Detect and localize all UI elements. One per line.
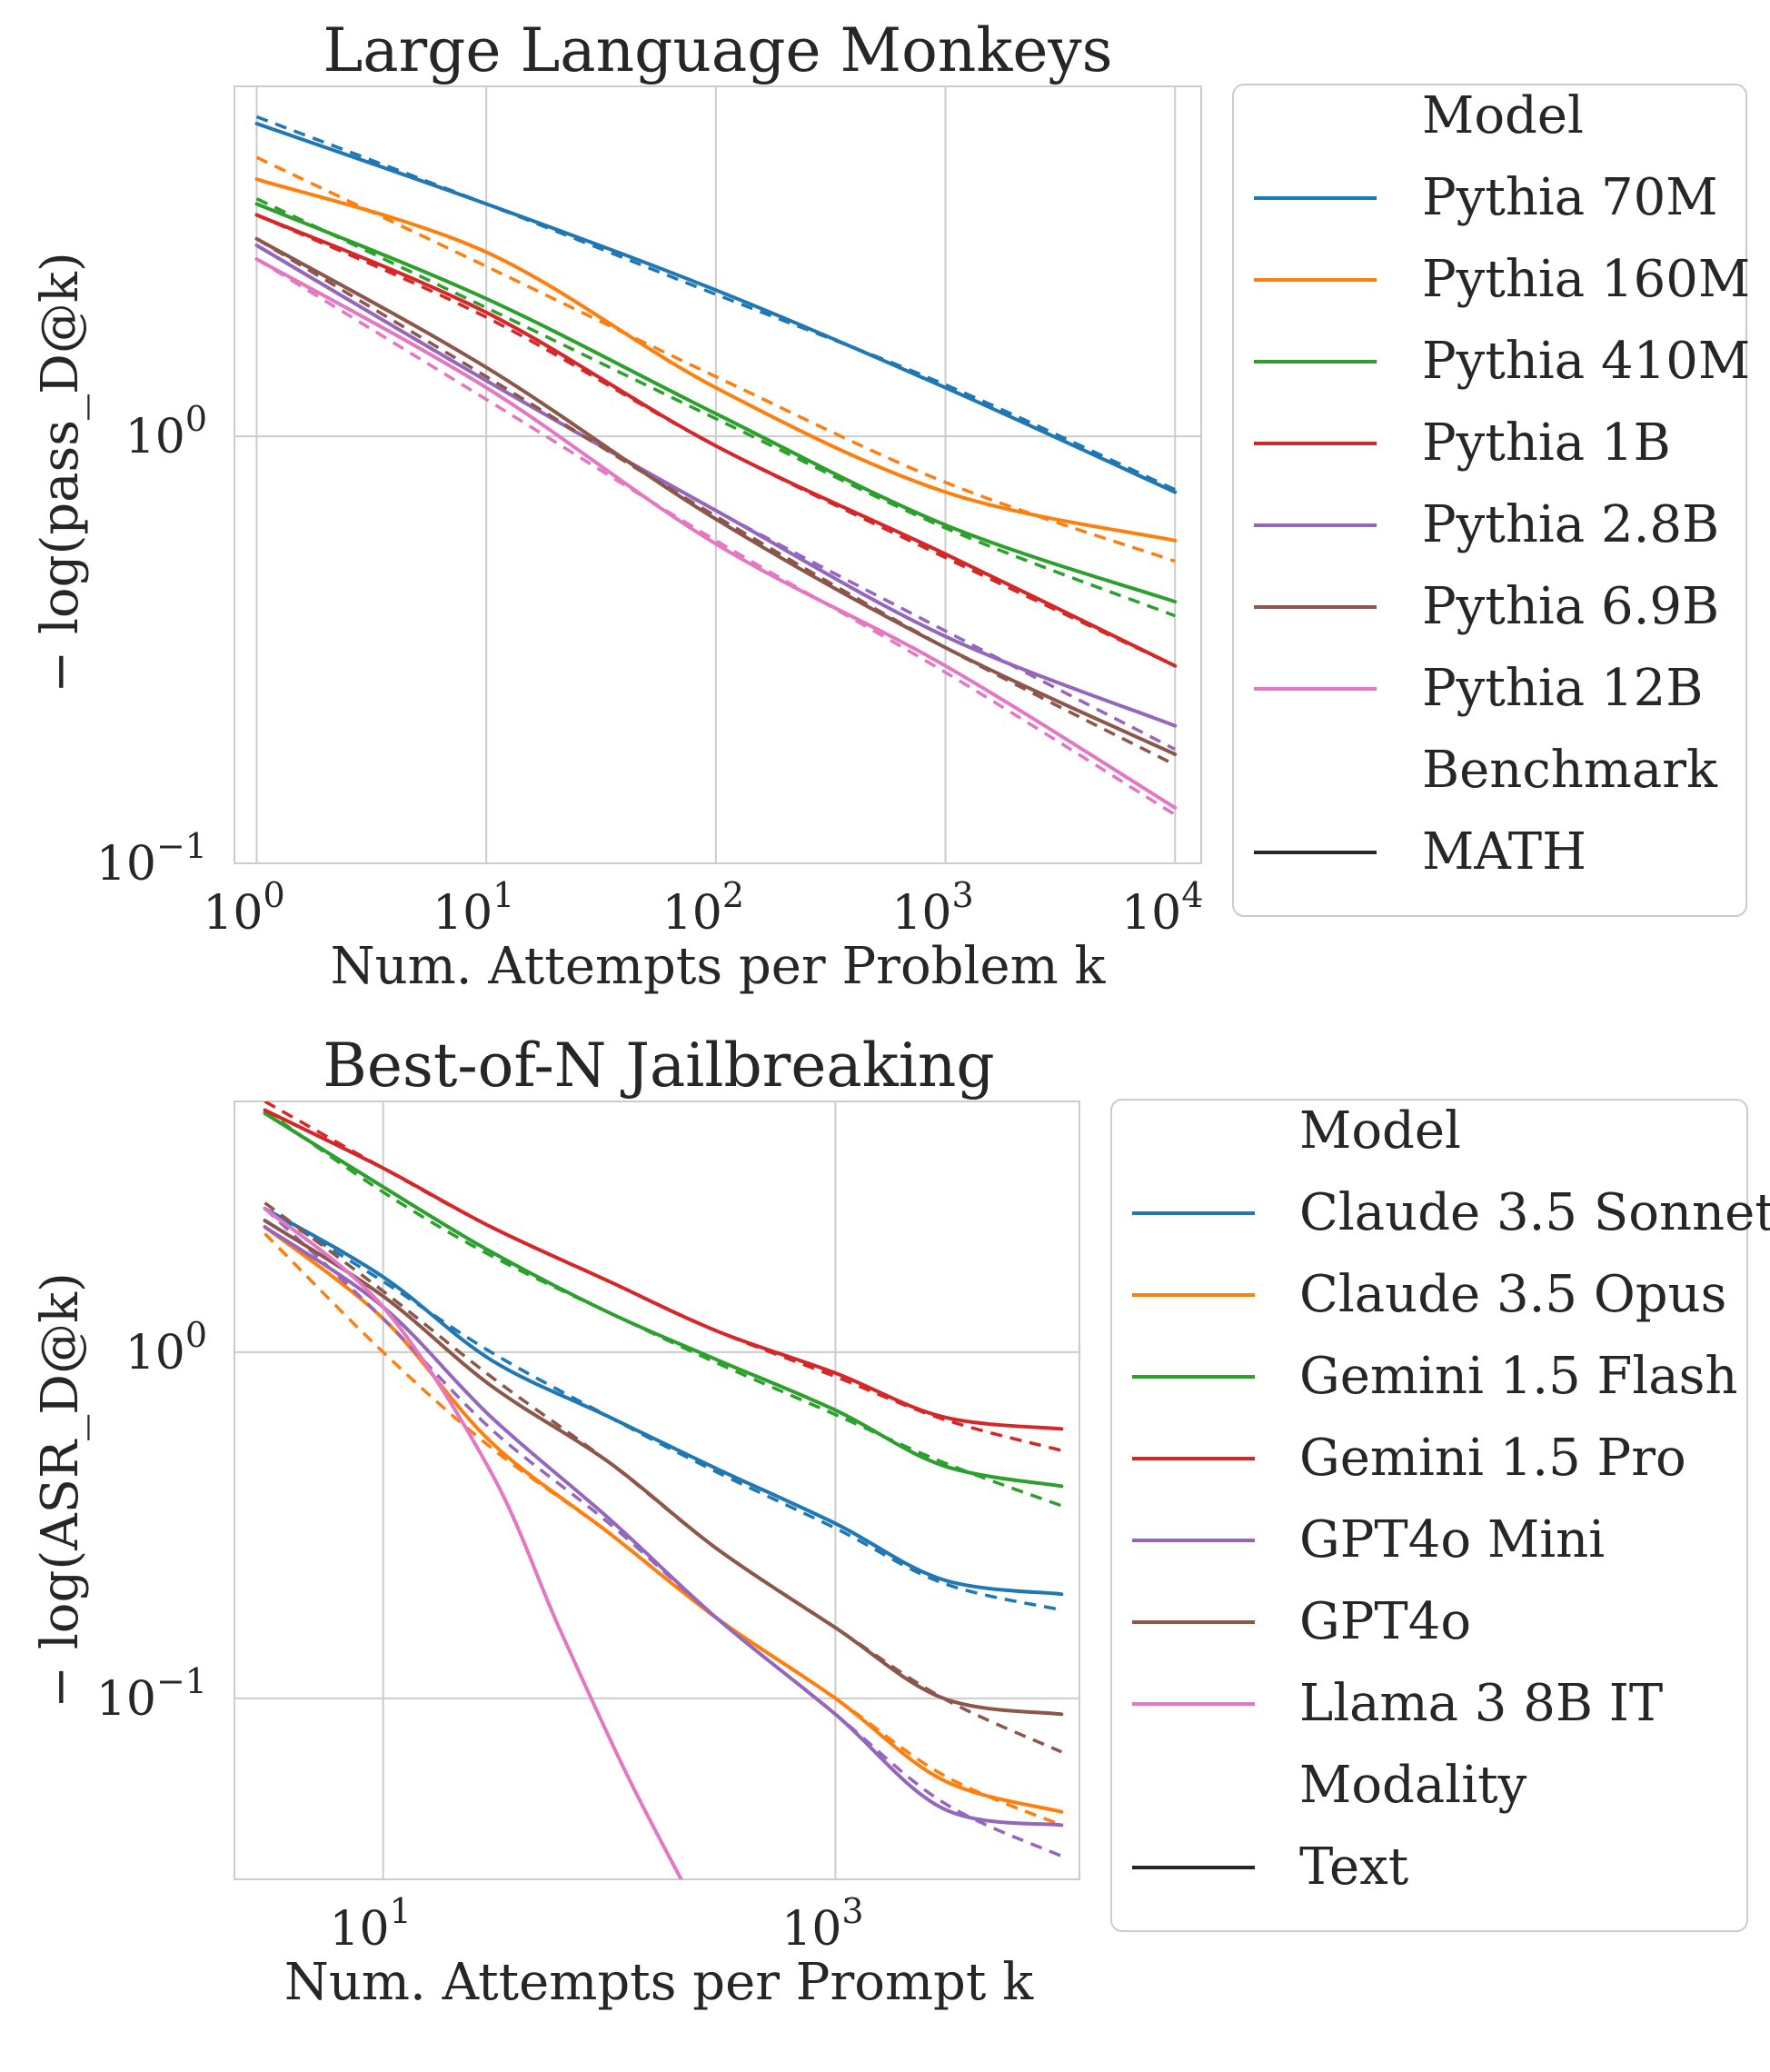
series-line-pythia-160m [254,177,1178,543]
y-axis-label: − log(pass_D@k) [31,252,90,692]
series-line-pythia-1b [254,213,1178,668]
series-line-llama-3-8b-it [263,1206,684,1879]
x-tick-labels: 101 103 [329,1891,863,1957]
series-line-pythia-2-8b [254,244,1178,728]
legend-entry: Claude 3.5 Opus [1299,1265,1726,1324]
x-tick-label: 100 [203,875,284,941]
legend-entry: Claude 3.5 Sonnet [1299,1183,1770,1242]
fit-line-claude-3-5-sonnet [264,1207,1062,1612]
legend-heading: Benchmark [1422,741,1718,800]
series-line-pythia-410m [254,202,1178,604]
series-line-pythia-6-9b [254,236,1178,756]
y-axis-label: − log(ASR_D@k) [31,1272,90,1708]
series-line-gemini-1-5-pro [263,1108,1064,1431]
y-tick-label: 100 [125,399,207,464]
legend-entry: Pythia 12B [1422,659,1703,718]
legend-entry: Gemini 1.5 Pro [1299,1429,1686,1488]
llm-monkeys-chart: Large Language Monkeys 100 101 102 103 104 1… [31,15,1750,996]
legend-entry: Pythia 410M [1422,332,1750,391]
x-tick-label: 103 [891,875,973,941]
gridlines [234,86,1201,864]
legend-heading: Modality [1299,1756,1527,1815]
x-axis-label: Num. Attempts per Prompt k [284,1953,1034,2012]
legend-box [1110,1099,1748,1932]
y-tick-labels: 100 10−1 [96,399,207,892]
chart-title: Large Language Monkeys [323,15,1112,85]
legend-entry: Pythia 70M [1422,168,1718,227]
legend-entry: Llama 3 8B IT [1299,1674,1663,1733]
legend-box [1232,84,1747,917]
fit-line-pythia-6-9b [255,237,1176,767]
legend: Model Claude 3.5 Sonnet Claude 3.5 Opus Gem… [1110,1099,1770,1932]
legend-entry: Pythia 1B [1422,413,1671,473]
chart-title: Best-of-N Jailbreaking [323,1031,994,1101]
y-tick-label: 10−1 [96,1661,207,1727]
series-lines [254,115,1178,816]
fit-line-pythia-70m [255,115,1176,492]
legend-entry: Pythia 2.8B [1422,495,1719,554]
fit-line-pythia-410m [255,197,1176,618]
x-tick-label: 104 [1121,875,1203,941]
y-tick-label: 100 [125,1315,207,1380]
x-tick-labels: 100 101 102 103 104 [203,875,1203,941]
y-tick-label: 10−1 [96,826,207,892]
series-line-gpt4o [263,1219,1064,1717]
series-line-gpt4o-mini [263,1225,1064,1828]
legend: Model Pythia 70M Pythia 160M Pythia 410M Pyt… [1232,84,1750,917]
legend-entry: Text [1299,1838,1409,1897]
x-axis-label: Num. Attempts per Problem k [331,937,1107,996]
plot-area [234,85,1202,864]
series-lines [263,1101,1064,1879]
plot-area [234,1101,1080,1880]
legend-entry: Pythia 6.9B [1422,577,1719,636]
x-tick-label: 101 [329,1891,411,1957]
series-line-pythia-12b [254,257,1178,810]
series-line-gemini-1-5-flash [263,1111,1064,1489]
legend-entry: GPT4o Mini [1299,1510,1605,1569]
x-tick-label: 103 [781,1891,863,1957]
fit-line-pythia-1b [255,213,1176,668]
legend-entry: Gemini 1.5 Flash [1299,1347,1737,1406]
x-tick-label: 102 [662,875,744,941]
x-tick-label: 101 [433,875,514,941]
series-line-claude-3-5-sonnet [263,1206,1064,1597]
legend-heading: Model [1422,86,1584,145]
legend-heading: Model [1299,1101,1461,1161]
legend-entry: MATH [1422,822,1586,882]
legend-entry: Pythia 160M [1422,250,1750,309]
legend-entry: GPT4o [1299,1592,1471,1651]
series-line-pythia-70m [254,122,1178,494]
series-line-claude-3-5-opus [263,1225,1064,1814]
bon-jailbreaking-chart: Best-of-N Jailbreaking 101 103 100 10−1 Nu… [31,1031,1770,2012]
y-tick-labels: 100 10−1 [96,1315,207,1727]
fit-line-claude-3-5-opus [264,1232,1062,1828]
